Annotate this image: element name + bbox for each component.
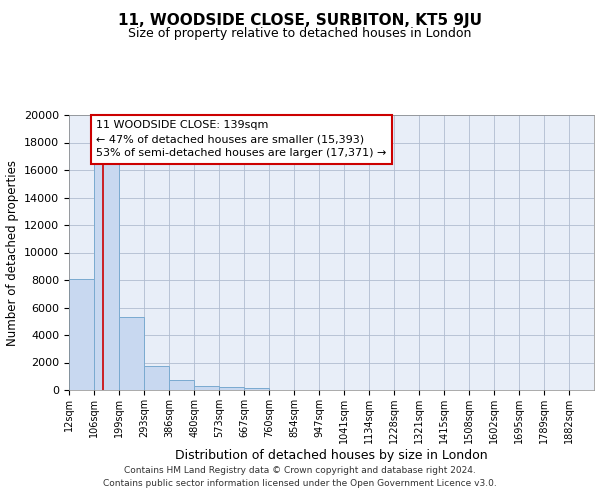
Bar: [219, 387, 244, 390]
Bar: [119, 317, 144, 390]
Text: 11 WOODSIDE CLOSE: 139sqm
← 47% of detached houses are smaller (15,393)
53% of s: 11 WOODSIDE CLOSE: 139sqm ← 47% of detac…: [96, 120, 386, 158]
Bar: [169, 380, 194, 390]
Bar: [69, 278, 94, 390]
Bar: [244, 388, 269, 390]
Y-axis label: Number of detached properties: Number of detached properties: [5, 160, 19, 346]
Bar: [194, 386, 219, 390]
Text: Size of property relative to detached houses in London: Size of property relative to detached ho…: [128, 28, 472, 40]
Bar: [94, 162, 119, 390]
Bar: [144, 366, 169, 390]
X-axis label: Distribution of detached houses by size in London: Distribution of detached houses by size …: [175, 448, 488, 462]
Text: 11, WOODSIDE CLOSE, SURBITON, KT5 9JU: 11, WOODSIDE CLOSE, SURBITON, KT5 9JU: [118, 12, 482, 28]
Text: Contains HM Land Registry data © Crown copyright and database right 2024.
Contai: Contains HM Land Registry data © Crown c…: [103, 466, 497, 487]
